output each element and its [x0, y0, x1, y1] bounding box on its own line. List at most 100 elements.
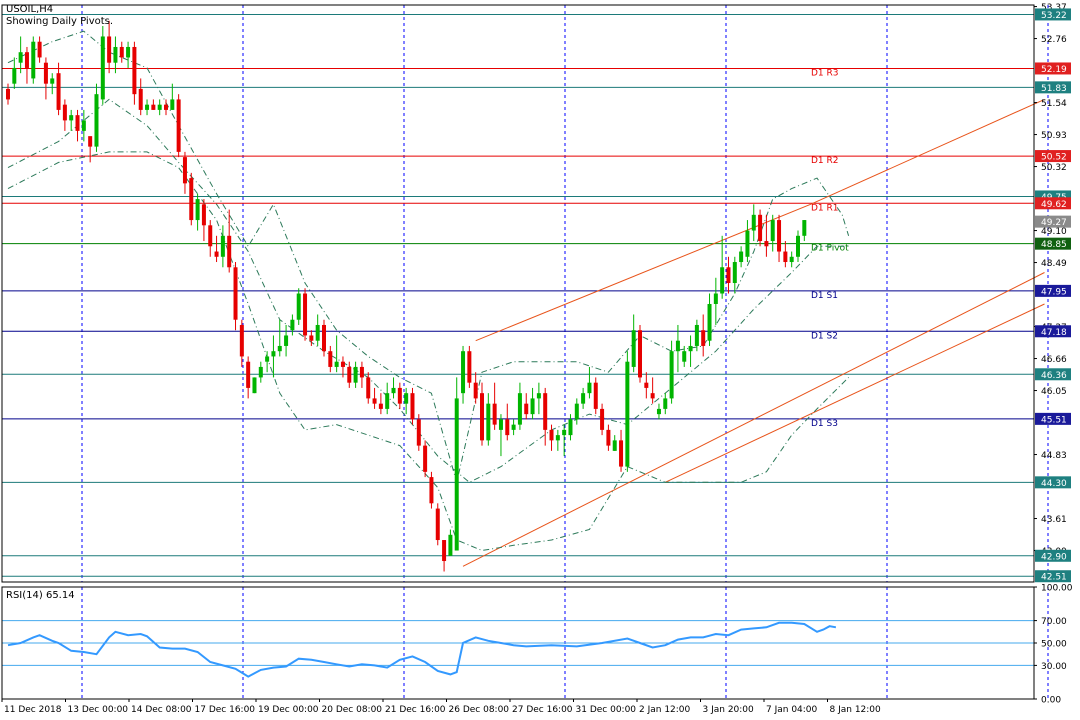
candle — [12, 57, 17, 89]
candle — [612, 435, 617, 451]
candle-body — [258, 366, 263, 378]
channel-line — [475, 98, 1045, 342]
candle-body — [739, 251, 744, 263]
candle-body — [113, 46, 118, 63]
candle-body — [505, 419, 510, 436]
candle-body — [334, 361, 339, 367]
price-tick-label: 46.66 — [1041, 355, 1067, 365]
candle — [530, 387, 535, 420]
time-tick-label: 19 Dec 00:00 — [258, 705, 319, 715]
candle — [359, 361, 364, 388]
candle — [296, 288, 301, 325]
time-tick-label: 31 Dec 00:00 — [576, 705, 637, 715]
candle-body — [201, 204, 206, 226]
rsi-title: RSI(14) 65.14 — [6, 590, 75, 601]
candle — [309, 330, 314, 346]
candle — [195, 193, 200, 231]
candle-body — [562, 429, 567, 436]
rsi-tick-label: 70.00 — [1041, 617, 1067, 627]
candle-body — [296, 293, 301, 320]
candle-body — [157, 104, 162, 110]
price-tick-label: 43.61 — [1041, 515, 1067, 525]
candle — [726, 256, 731, 294]
price-tick-label: 50.93 — [1041, 131, 1067, 141]
time-tick-label: 2 Jan 12:00 — [639, 705, 691, 715]
candle-body — [524, 403, 529, 415]
candle — [303, 288, 308, 341]
candle-body — [461, 351, 466, 394]
candle-body — [81, 120, 86, 131]
candle — [43, 57, 48, 100]
candle — [347, 361, 352, 388]
candle — [107, 20, 112, 74]
price-badge — [1035, 284, 1071, 297]
candle-body — [126, 46, 131, 58]
candle-body — [246, 361, 251, 388]
candle-body — [796, 235, 800, 257]
candle — [50, 73, 55, 95]
candle-body — [37, 41, 42, 58]
candle — [777, 214, 782, 263]
candle-body — [43, 62, 48, 84]
price-badge-label: 48.85 — [1041, 240, 1067, 250]
candle-body — [62, 104, 67, 121]
price-tick-label: 44.83 — [1041, 451, 1067, 461]
candle — [796, 230, 800, 263]
candle — [265, 351, 270, 373]
candle — [442, 540, 447, 572]
candle-body — [119, 46, 124, 58]
candle — [669, 340, 674, 404]
price-badge — [1035, 8, 1071, 21]
candle-body — [644, 382, 649, 388]
candle — [258, 361, 263, 383]
candle — [486, 393, 491, 446]
candle-body — [309, 335, 314, 341]
price-badge — [1035, 81, 1071, 94]
candle-body — [549, 429, 554, 441]
price-tick-label: 50.32 — [1041, 163, 1067, 173]
candle — [385, 382, 390, 415]
candle — [758, 209, 763, 247]
candle-body — [707, 303, 712, 341]
candle-body — [517, 393, 522, 425]
candle — [694, 319, 699, 352]
price-badge — [1035, 197, 1071, 210]
candle — [461, 345, 466, 404]
candle-body — [732, 262, 737, 284]
candle — [802, 220, 807, 242]
candle — [94, 83, 99, 152]
price-badge — [1035, 237, 1071, 250]
candle-body — [170, 99, 175, 110]
candle — [517, 382, 522, 430]
candle — [656, 403, 661, 420]
candle — [448, 529, 453, 556]
candle-body — [239, 324, 244, 357]
candle-body — [701, 330, 706, 346]
price-badge-label: 50.52 — [1041, 153, 1067, 163]
candle — [675, 324, 680, 373]
candle — [62, 99, 67, 131]
candle — [751, 204, 756, 242]
candle-body — [410, 393, 415, 420]
price-tick-label: 46.05 — [1041, 387, 1067, 397]
candle — [783, 241, 788, 268]
candle — [505, 403, 510, 441]
candle-body — [619, 440, 624, 467]
channel-line — [462, 272, 1045, 567]
candle — [423, 440, 428, 478]
candle — [176, 94, 181, 158]
candle — [536, 382, 541, 415]
candle-body — [669, 351, 674, 399]
time-tick-label: 26 Dec 08:00 — [449, 705, 510, 715]
candle — [227, 209, 232, 273]
candle — [75, 109, 80, 142]
candle — [328, 345, 333, 373]
price-tick-label: 53.37 — [1041, 3, 1067, 13]
candle-body — [18, 52, 23, 63]
candle-body — [189, 178, 194, 221]
price-badge-label: 44.30 — [1041, 479, 1067, 489]
price-badge — [1035, 412, 1071, 425]
candle-body — [789, 256, 794, 263]
candle-body — [574, 403, 579, 420]
